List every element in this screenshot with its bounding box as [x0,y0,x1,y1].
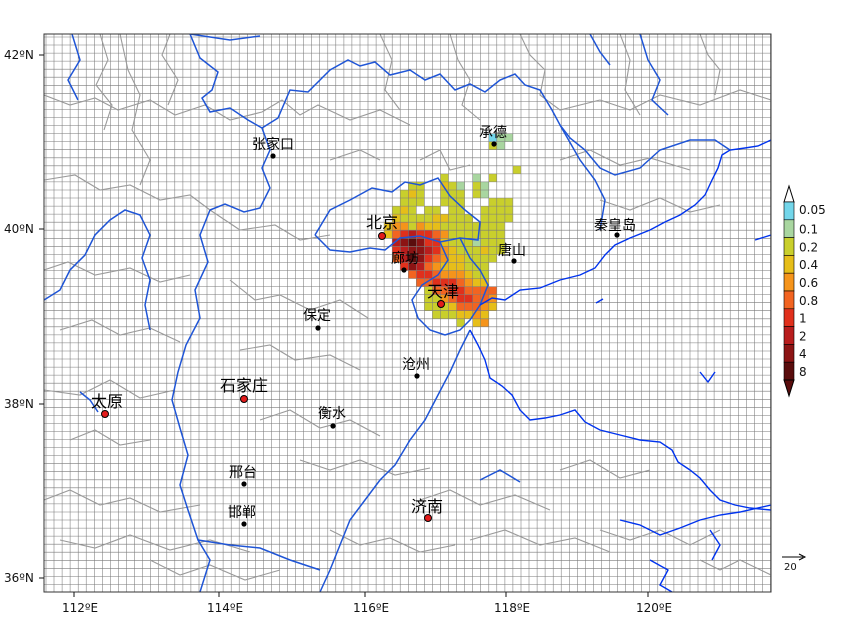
x-tick-label: 116ºE [353,601,389,615]
county-boundaries [44,34,771,581]
city-label: 承德 [479,125,507,141]
city-dot [315,325,321,331]
colorbar-swatch [783,201,795,221]
city-jinan: 济南 [411,497,443,522]
colorbar-label: 0.4 [799,258,818,272]
city-dot [101,410,109,418]
colorbar-label: 0.6 [799,276,818,290]
city-label: 秦皇岛 [594,218,636,234]
colorbar-label: 4 [799,347,807,361]
city-qinhuangdao: 秦皇岛 [594,218,636,238]
colorbar-label: 8 [799,365,807,379]
city-label: 张家口 [252,136,294,153]
city-taiyuan: 太原 [91,392,123,418]
city-baoding: 保定 [303,308,331,331]
colorbar-swatch [783,361,795,381]
city-dot [241,481,247,487]
city-dot [378,232,386,240]
city-label: 邢台 [229,465,257,481]
city-dot [424,514,432,522]
colorbar-label: 0.1 [799,223,818,237]
city-label: 石家庄 [220,376,268,395]
colorbar-bottom-arrow [783,379,795,398]
map-frame [43,33,772,593]
city-label: 太原 [91,392,123,411]
city-langfang: 廊坊 [391,250,419,273]
colorbar-swatch [783,237,795,256]
y-tick-label: 40ºN [4,222,34,236]
x-tick-label: 118ºE [494,601,530,615]
city-label: 衡水 [318,406,346,422]
city-label: 邯郸 [228,505,256,521]
x-axis: 112ºE 114ºE 116ºE 118ºE 120ºE [62,601,672,615]
province-boundaries [44,34,731,592]
colorbar-label: 0.05 [799,203,826,217]
city-label: 保定 [303,308,331,324]
y-axis: 42ºN 40ºN 38ºN 36ºN [4,48,34,585]
city-chengde: 承德 [479,125,507,147]
x-tick-label: 112ºE [62,601,98,615]
city-cangzhou: 沧州 [402,356,430,379]
city-handan: 邯郸 [228,505,256,527]
colorbar-swatch [783,308,795,327]
vector-key-label: 20 [784,562,797,573]
y-tick-label: 36ºN [4,571,34,585]
colorbar-swatch [783,272,795,292]
colorbar-label: 2 [799,329,807,343]
y-tick-label: 42ºN [4,48,34,62]
city-dot [330,423,336,429]
city-xingtai: 邢台 [229,465,257,487]
colorbar-swatch [783,344,795,363]
city-dot [491,141,497,147]
city-dot [401,267,407,273]
city-label: 沧州 [402,356,430,373]
city-zhangjiakou: 张家口 [252,136,294,159]
city-dot [240,395,248,403]
city-label: 天津 [427,282,459,301]
city-label: 济南 [411,497,443,516]
x-tick-label: 114ºE [207,601,243,615]
vector-key: 20 [782,553,807,573]
concentration-cells [384,133,521,327]
colorbar-swatch [783,219,795,238]
city-tangshan: 唐山 [498,242,526,264]
colorbar-label: 0.8 [799,294,818,308]
city-dot [614,232,620,238]
city-shijiazhuang: 石家庄 [220,376,268,403]
city-label: 廊坊 [391,250,419,267]
city-dot [241,521,247,527]
colorbar: 0.05 0.1 0.2 0.4 0.6 0.8 1 2 4 8 [783,184,826,398]
axis-ticks [39,54,649,597]
x-tick-label: 120ºE [636,601,672,615]
city-dot [511,258,517,264]
colorbar-label: 1 [799,312,807,326]
city-dot [414,373,420,379]
city-dot [270,153,276,159]
coastline [469,139,771,592]
city-label: 唐山 [498,242,526,259]
city-label: 北京 [366,213,398,232]
city-beijing: 北京 [366,213,398,240]
city-tianjin: 天津 [427,282,459,308]
colorbar-swatch [783,290,795,310]
city-dot [437,300,445,308]
colorbar-label: 0.2 [799,240,818,254]
city-hengshui: 衡水 [318,406,346,429]
y-tick-label: 38ºN [4,397,34,411]
colorbar-swatch [783,326,795,345]
colorbar-swatch [783,255,795,274]
